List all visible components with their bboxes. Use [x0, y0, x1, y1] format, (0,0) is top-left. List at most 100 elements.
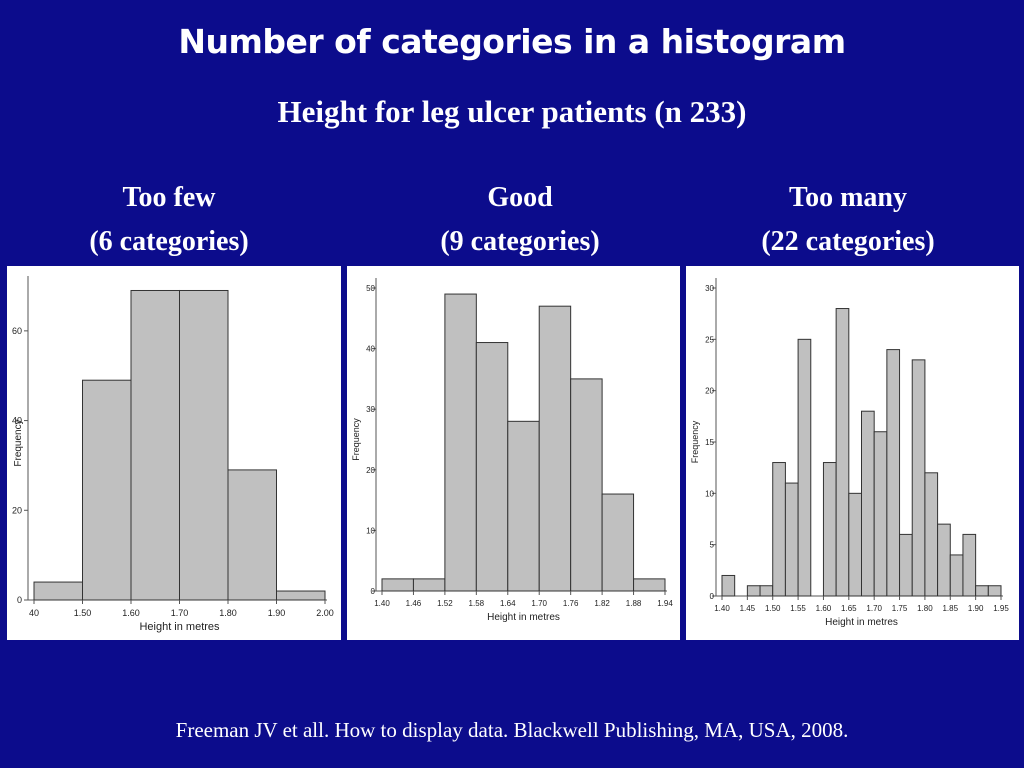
x-tick-label: 1.95 — [993, 604, 1009, 613]
histogram-panel-too-many: 0 5 10 15 20 25 30 1.40 1.45 1.50 1.55 1.60 1.65 1.70… — [686, 266, 1019, 640]
x-tick-label: 1.70 — [171, 608, 189, 618]
x-tick-label: 1.80 — [219, 608, 237, 618]
x-tick-label: 1.85 — [942, 604, 958, 613]
histogram-panel-too-few: 0 20 40 60 40 1.50 1.60 1.70 1.80 1.90 2.00 Height … — [7, 266, 341, 640]
histogram-bar — [924, 472, 939, 597]
y-tick-label: 30 — [705, 284, 714, 293]
histogram-bar — [784, 482, 799, 597]
histogram-bar — [538, 305, 572, 592]
slide-subtitle: Height for leg ulcer patients (n 233) — [277, 94, 747, 129]
column-heading-line1: Too few — [122, 182, 216, 213]
x-tick-label: 1.75 — [892, 604, 908, 613]
column-heading-line2: (22 categories) — [761, 226, 935, 257]
x-tick-label: 1.65 — [841, 604, 857, 613]
y-tick-label: 5 — [710, 541, 715, 550]
x-tick-label: 1.64 — [500, 599, 516, 608]
y-tick-label: 20 — [705, 387, 714, 396]
x-tick-label: 1.50 — [765, 604, 781, 613]
y-axis-label: Frequency — [351, 418, 361, 461]
y-tick-label: 25 — [705, 335, 714, 344]
histogram-bar — [633, 578, 666, 592]
citation-footer: Freeman JV et all. How to display data. … — [175, 718, 849, 742]
histogram-bar — [601, 493, 635, 592]
x-tick-label: 1.58 — [469, 599, 485, 608]
y-tick-label: 20 — [366, 466, 375, 475]
histogram-bar — [412, 578, 446, 592]
histogram-bar — [82, 379, 132, 601]
x-tick-label: 2.00 — [316, 608, 334, 618]
y-tick-label: 0 — [17, 595, 22, 605]
histogram-bar — [873, 431, 888, 597]
histogram-bar — [507, 420, 540, 592]
x-tick-label: 1.40 — [374, 599, 390, 608]
x-tick-label: 1.45 — [740, 604, 756, 613]
y-tick-label: 10 — [366, 526, 375, 535]
column-heading-line2: (9 categories) — [440, 226, 600, 257]
histogram-bar — [33, 581, 83, 601]
histogram-bar — [721, 574, 736, 597]
histogram-bar — [759, 585, 774, 597]
histogram-panel-good: 0 10 20 30 40 50 1.40 1.46 1.52 1.58 1.64 1.70 1.76 1… — [347, 266, 680, 640]
x-tick-label: 1.90 — [268, 608, 286, 618]
histogram-bar — [886, 349, 901, 597]
histogram-bar — [987, 585, 1002, 597]
x-tick-label: 1.90 — [968, 604, 984, 613]
column-heading-line1: Too many — [788, 182, 907, 213]
x-tick-label: 1.50 — [74, 608, 92, 618]
slide-title: Number of categories in a histogram — [178, 22, 846, 61]
x-tick-label: 1.80 — [917, 604, 933, 613]
y-tick-label: 0 — [371, 587, 376, 596]
x-axis-label: Height in metres — [139, 621, 220, 633]
x-tick-label: 1.82 — [594, 599, 610, 608]
histogram-bar — [962, 533, 977, 597]
x-tick-label: 1.70 — [866, 604, 882, 613]
column-heading-too-few: Too few (6 categories) — [4, 176, 334, 264]
y-axis-label: Frequency — [690, 420, 700, 463]
x-tick-label: 1.94 — [657, 599, 673, 608]
x-tick-label: 1.55 — [790, 604, 806, 613]
y-tick-label: 50 — [366, 284, 375, 293]
column-heading-too-many: Too many (22 categories) — [683, 176, 1013, 264]
histogram-9-categories: 0 10 20 30 40 50 1.40 1.46 1.52 1.58 1.64 1.70 1.76 1… — [351, 278, 673, 623]
y-tick-label: 20 — [12, 505, 22, 515]
histogram-bar — [772, 462, 786, 597]
x-tick-label: 1.52 — [437, 599, 453, 608]
column-heading-good: Good (9 categories) — [355, 176, 685, 264]
y-axis-label: Frequency — [13, 419, 24, 466]
histogram-bar — [227, 469, 277, 601]
x-axis-label: Height in metres — [825, 617, 898, 628]
x-tick-label: 1.76 — [563, 599, 579, 608]
histogram-bar — [975, 585, 989, 597]
histogram-bar — [444, 293, 477, 592]
histogram-bar — [949, 554, 964, 597]
x-tick-label: 1.88 — [626, 599, 642, 608]
y-tick-label: 60 — [12, 326, 22, 336]
column-heading-line2: (6 categories) — [89, 226, 249, 257]
histogram-bar — [797, 338, 812, 597]
histogram-bar — [911, 359, 926, 597]
histogram-bar — [848, 492, 862, 597]
column-heading-line1: Good — [487, 182, 553, 213]
histogram-bar — [381, 578, 414, 592]
histogram-bar — [835, 308, 850, 597]
y-tick-label: 15 — [705, 438, 714, 447]
histogram-bar — [937, 523, 951, 597]
y-tick-label: 30 — [366, 405, 375, 414]
histogram-22-categories: 0 5 10 15 20 25 30 1.40 1.45 1.50 1.55 1.60 1.65 1.70… — [690, 278, 1009, 628]
y-tick-label: 40 — [12, 416, 22, 426]
x-axis-label: Height in metres — [487, 612, 560, 623]
y-tick-label: 0 — [710, 592, 715, 601]
x-tick-label: 1.60 — [122, 608, 140, 618]
histogram-bar — [746, 585, 761, 597]
x-tick-label: 40 — [29, 608, 39, 618]
histogram-bar — [475, 342, 509, 592]
histogram-bar — [179, 289, 229, 601]
x-tick-label: 1.70 — [531, 599, 547, 608]
histogram-bar — [276, 590, 326, 601]
histogram-bar — [570, 378, 603, 592]
y-tick-label: 40 — [366, 345, 375, 354]
x-tick-label: 1.40 — [714, 604, 730, 613]
histogram-bar — [822, 462, 837, 597]
y-tick-label: 10 — [705, 489, 714, 498]
histogram-bar — [130, 289, 180, 601]
